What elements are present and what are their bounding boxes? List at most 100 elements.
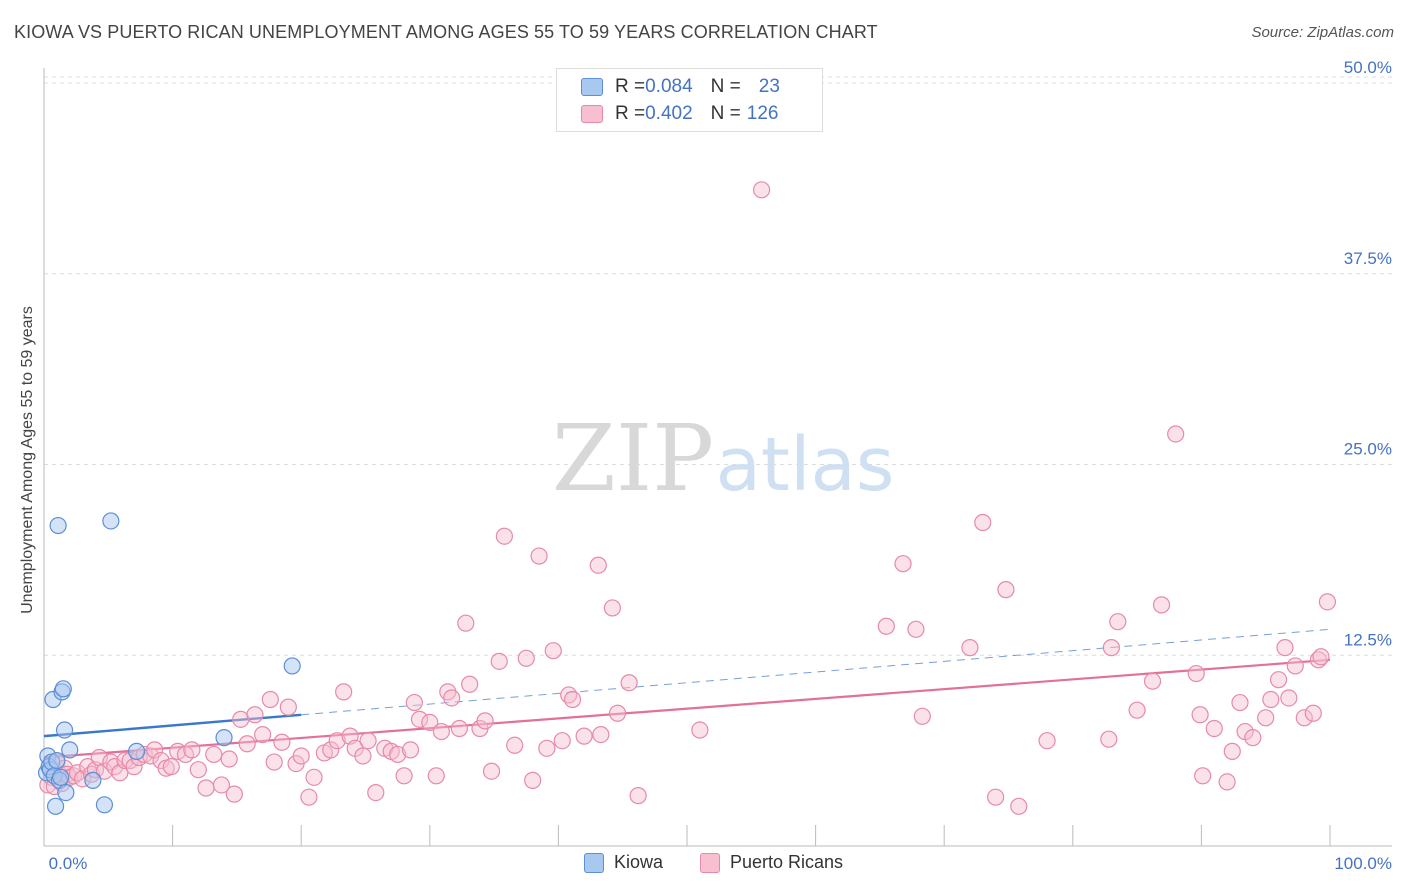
puerto-point <box>389 745 407 764</box>
puerto-point <box>220 750 238 768</box>
puerto-point <box>450 719 468 738</box>
puerto-point <box>261 690 279 709</box>
puerto-point <box>183 741 201 759</box>
puerto-point <box>395 767 413 785</box>
kiowa-swatch <box>581 78 603 96</box>
puerto-point <box>1205 719 1223 738</box>
puerto-r-value: 0.402 <box>645 103 693 124</box>
puerto-point <box>1244 729 1262 747</box>
puerto-point <box>254 726 272 744</box>
puerto-point <box>205 745 223 764</box>
puerto-point <box>238 735 256 753</box>
puerto-point <box>367 783 385 802</box>
kiowa-point <box>55 721 74 739</box>
puerto-point <box>421 713 439 731</box>
puerto-swatch <box>581 105 603 123</box>
puerto-point <box>212 776 231 794</box>
puerto-point <box>530 547 548 565</box>
kiowa-point <box>54 680 72 698</box>
puerto-point <box>443 689 461 707</box>
trend-layer <box>43 628 1331 759</box>
puerto-point <box>603 599 622 617</box>
puerto-point <box>225 785 243 803</box>
puerto-point <box>265 753 283 771</box>
puerto-point <box>410 710 429 728</box>
puerto-point <box>405 693 423 712</box>
puerto-point <box>1187 664 1205 683</box>
series-legend: Kiowa Puerto Ricans <box>0 852 1406 876</box>
legend-item-kiowa: Kiowa <box>584 852 663 873</box>
puerto-r-label: R = <box>615 103 646 124</box>
puerto-point <box>553 732 571 750</box>
legend-puerto-swatch <box>700 852 720 873</box>
watermark-zip: ZIP <box>552 405 714 512</box>
puerto-point <box>1010 797 1028 815</box>
puerto-point <box>877 617 895 635</box>
puerto-point <box>279 698 297 716</box>
kiowa-r-value: 0.084 <box>645 76 693 97</box>
puerto-point <box>1100 730 1118 748</box>
puerto-point <box>1262 690 1280 709</box>
puerto-point <box>432 722 450 741</box>
legend-kiowa-swatch <box>584 852 604 873</box>
puerto-point <box>1038 732 1056 750</box>
puerto-point <box>961 639 979 657</box>
kiowa-point <box>102 512 120 530</box>
puerto-point <box>246 706 264 724</box>
puerto-point <box>273 733 291 751</box>
puerto-point <box>1269 671 1288 689</box>
puerto-point <box>461 675 479 693</box>
axis-layer <box>43 68 1392 847</box>
puerto-point <box>1102 639 1120 657</box>
puerto-n-label: N = <box>710 103 741 124</box>
y-tick-label: 25.0% <box>1344 440 1392 459</box>
kiowa-trend-extension <box>301 628 1331 716</box>
puerto-point <box>427 767 445 785</box>
watermark: ZIP atlas <box>552 405 895 512</box>
puerto-point <box>1109 613 1127 631</box>
puerto-point <box>1143 672 1162 690</box>
puerto-point <box>629 787 647 805</box>
stats-legend: R = 0.084 N = 23 R = 0.402 N = 126 <box>556 68 823 132</box>
chart-source: Source: ZipAtlas.com <box>1251 24 1394 41</box>
kiowa-n-value: 23 <box>758 76 780 97</box>
y-tick-label: 12.5% <box>1344 630 1392 649</box>
puerto-point <box>401 741 420 759</box>
puerto-point <box>538 739 556 757</box>
puerto-point <box>997 581 1015 599</box>
kiowa-point <box>49 516 67 535</box>
kiowa-n-label: N = <box>710 76 741 97</box>
kiowa-trend-line <box>43 713 302 738</box>
puerto-point <box>457 614 475 632</box>
puerto-point <box>1191 706 1209 724</box>
stats-row-puerto: R = 0.402 N = 126 <box>581 102 778 126</box>
stats-row-kiowa: R = 0.084 N = 23 <box>581 75 780 99</box>
puerto-point <box>1257 709 1275 727</box>
kiowa-point <box>48 751 66 770</box>
puerto-point <box>894 555 912 573</box>
kiowa-point <box>52 768 70 786</box>
grid-layer <box>44 76 1392 656</box>
puerto-point <box>1304 704 1322 722</box>
puerto-point <box>1218 773 1236 791</box>
puerto-point <box>322 741 340 759</box>
kiowa-point <box>84 771 102 789</box>
puerto-point <box>589 556 607 574</box>
puerto-point <box>328 732 346 750</box>
x-tick-label: 100.0% <box>1334 854 1392 873</box>
puerto-point <box>913 707 931 725</box>
puerto-point <box>476 712 494 730</box>
x-tick-label: 0.0% <box>49 854 88 873</box>
legend-kiowa-label: Kiowa <box>614 852 664 872</box>
kiowa-point <box>95 796 114 814</box>
puerto-point <box>506 736 524 754</box>
puerto-n-value: 126 <box>746 103 779 124</box>
puerto-point <box>544 642 562 660</box>
puerto-point <box>1276 639 1294 657</box>
puerto-point <box>189 761 207 779</box>
puerto-point <box>335 683 353 701</box>
puerto-point <box>145 741 164 759</box>
kiowa-point <box>127 742 146 760</box>
puerto-point <box>1286 657 1304 675</box>
